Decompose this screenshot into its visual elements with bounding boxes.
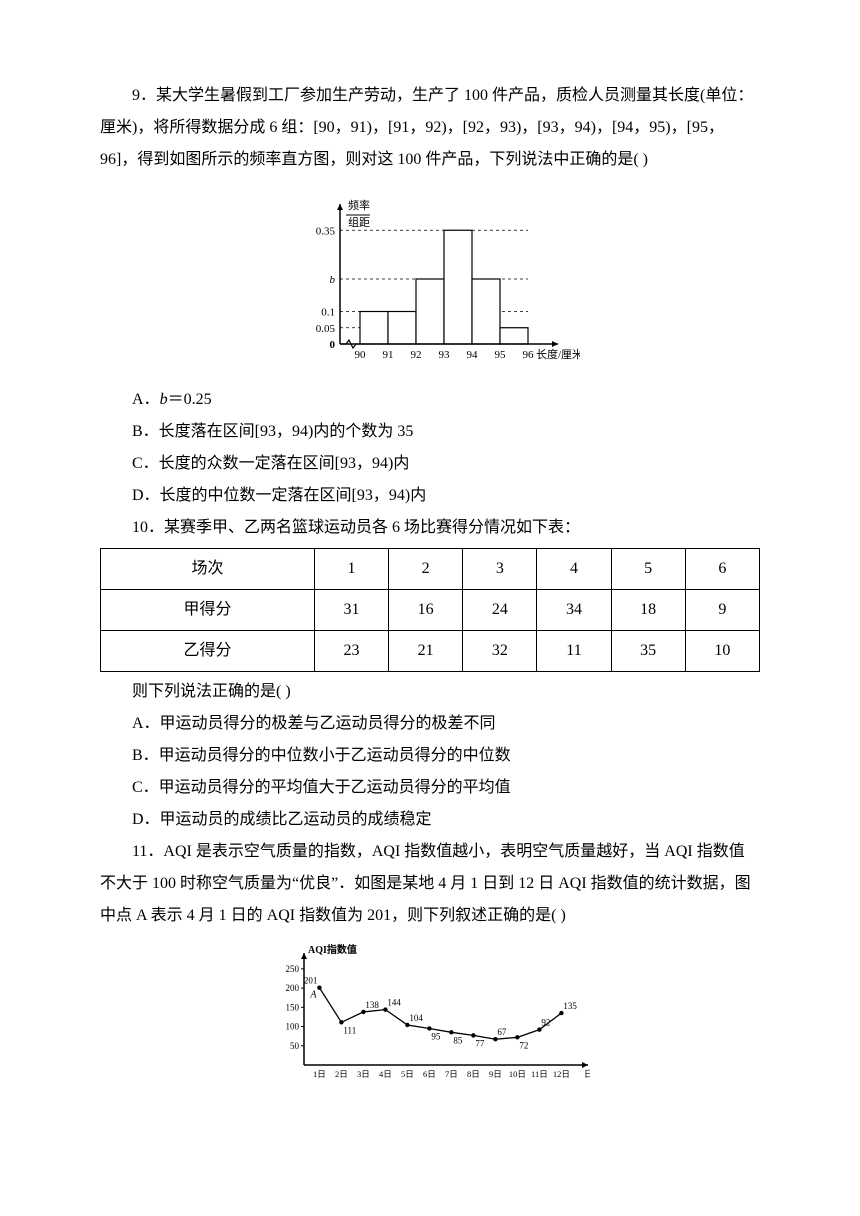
svg-text:频率: 频率	[348, 198, 370, 212]
cell: 11	[537, 631, 611, 672]
svg-text:72: 72	[519, 1040, 528, 1050]
svg-text:100: 100	[286, 1022, 300, 1032]
cell: 35	[611, 631, 685, 672]
svg-text:90: 90	[355, 349, 367, 361]
header-cell: 6	[685, 549, 759, 590]
svg-text:长度/厘米: 长度/厘米	[536, 347, 580, 361]
q11-line-chart: 50 100 150 200 250 AQI指数值 1日 2日 3日 4日 5日 6日 7日 8日 9日 10…	[100, 940, 760, 1102]
row-label: 乙得分	[101, 631, 315, 672]
svg-text:92: 92	[541, 1018, 550, 1028]
table-row: 甲得分 31 16 24 34 18 9	[101, 590, 760, 631]
cell: 24	[463, 590, 537, 631]
svg-text:104: 104	[409, 1013, 423, 1023]
svg-text:12日: 12日	[553, 1069, 570, 1079]
q9-option-b: B．长度落在区间[93，94)内的个数为 35	[100, 416, 760, 448]
svg-text:138: 138	[365, 1000, 379, 1010]
svg-text:3日: 3日	[357, 1069, 370, 1079]
svg-text:250: 250	[286, 964, 300, 974]
header-cell: 场次	[101, 549, 315, 590]
svg-text:2日: 2日	[335, 1069, 348, 1079]
cell: 10	[685, 631, 759, 672]
svg-text:4日: 4日	[379, 1069, 392, 1079]
q10-option-d: D．甲运动员的成绩比乙运动员的成绩稳定	[100, 804, 760, 836]
q10-option-b: B．甲运动员得分的中位数小于乙运动员得分的中位数	[100, 740, 760, 772]
svg-text:144: 144	[387, 998, 401, 1008]
svg-text:201: 201	[304, 976, 318, 986]
svg-text:b: b	[330, 274, 336, 286]
svg-text:8日: 8日	[467, 1069, 480, 1079]
svg-text:135: 135	[563, 1001, 577, 1011]
q10-text: 10．某赛季甲、乙两名篮球运动员各 6 场比赛得分情况如下表：	[100, 512, 760, 544]
q10-option-c: C．甲运动员得分的平均值大于乙运动员得分的平均值	[100, 772, 760, 804]
svg-text:0.35: 0.35	[316, 225, 336, 237]
svg-text:95: 95	[495, 349, 507, 361]
svg-text:10日: 10日	[509, 1069, 526, 1079]
svg-text:组距: 组距	[348, 215, 370, 229]
svg-text:200: 200	[286, 983, 300, 993]
svg-text:A: A	[309, 990, 317, 1001]
svg-text:94: 94	[467, 349, 479, 361]
svg-text:日期: 日期	[584, 1069, 590, 1079]
cell: 31	[314, 590, 388, 631]
svg-text:0: 0	[330, 339, 336, 351]
q10-table: 场次 1 2 3 4 5 6 甲得分 31 16 24 34 18 9 乙得分 …	[100, 548, 760, 672]
q9-option-c: C．长度的众数一定落在区间[93，94)内	[100, 448, 760, 480]
q11-text: 11．AQI 是表示空气质量的指数，AQI 指数值越小，表明空气质量越好，当 A…	[100, 836, 760, 932]
svg-text:93: 93	[439, 349, 451, 361]
svg-text:7日: 7日	[445, 1069, 458, 1079]
cell: 16	[389, 590, 463, 631]
header-cell: 2	[389, 549, 463, 590]
svg-text:91: 91	[383, 349, 394, 361]
svg-text:9日: 9日	[489, 1069, 502, 1079]
svg-text:11日: 11日	[531, 1069, 548, 1079]
svg-text:0.05: 0.05	[316, 323, 336, 335]
q10-option-a: A．甲运动员得分的极差与乙运动员得分的极差不同	[100, 708, 760, 740]
q9-option-d: D．长度的中位数一定落在区间[93，94)内	[100, 480, 760, 512]
table-row: 乙得分 23 21 32 11 35 10	[101, 631, 760, 672]
q9-option-a: A．b＝0.25	[100, 384, 760, 416]
header-cell: 4	[537, 549, 611, 590]
svg-text:AQI指数值: AQI指数值	[308, 943, 357, 956]
svg-text:1日: 1日	[313, 1069, 326, 1079]
cell: 9	[685, 590, 759, 631]
table-row: 场次 1 2 3 4 5 6	[101, 549, 760, 590]
svg-text:92: 92	[411, 349, 422, 361]
svg-text:96: 96	[523, 349, 535, 361]
cell: 18	[611, 590, 685, 631]
q10-after: 则下列说法正确的是( )	[100, 676, 760, 708]
header-cell: 3	[463, 549, 537, 590]
svg-text:0.1: 0.1	[321, 307, 335, 319]
svg-text:67: 67	[497, 1027, 507, 1037]
svg-text:77: 77	[475, 1038, 485, 1048]
row-label: 甲得分	[101, 590, 315, 631]
cell: 21	[389, 631, 463, 672]
cell: 23	[314, 631, 388, 672]
header-cell: 5	[611, 549, 685, 590]
svg-text:95: 95	[431, 1031, 441, 1041]
cell: 32	[463, 631, 537, 672]
header-cell: 1	[314, 549, 388, 590]
svg-text:111: 111	[343, 1025, 356, 1035]
svg-text:85: 85	[453, 1035, 463, 1045]
svg-text:6日: 6日	[423, 1069, 436, 1079]
svg-text:50: 50	[290, 1041, 300, 1051]
svg-text:5日: 5日	[401, 1069, 414, 1079]
svg-text:150: 150	[286, 1002, 300, 1012]
q9-text: 9．某大学生暑假到工厂参加生产劳动，生产了 100 件产品，质检人员测量其长度(…	[100, 80, 760, 176]
q9-histogram: 0.35 b 0.1 0.05 0 90 91 92 93 94 95 96 频率组距长度/厘米	[100, 184, 760, 376]
cell: 34	[537, 590, 611, 631]
